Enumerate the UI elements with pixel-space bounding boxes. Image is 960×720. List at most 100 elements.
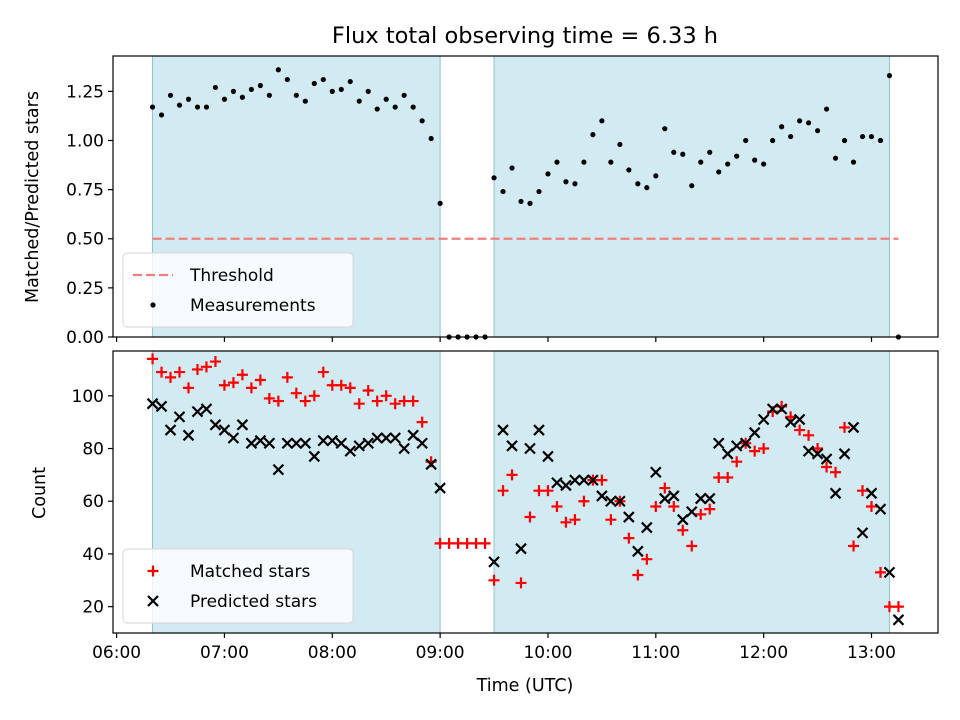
axes-frame — [112, 55, 939, 338]
data-point — [614, 495, 626, 508]
legend-label: Predicted stars — [190, 592, 317, 612]
x-tick-label: 08:00 — [308, 643, 357, 663]
legend-marker — [147, 565, 159, 577]
legend-label: Threshold — [189, 266, 274, 286]
data-point — [721, 448, 734, 460]
legend-box — [122, 548, 354, 624]
y-tick-label: 60 — [82, 492, 104, 512]
data-point — [689, 183, 695, 189]
data-point — [236, 369, 248, 381]
data-point — [149, 104, 156, 110]
data-point — [569, 514, 581, 526]
data-point — [191, 363, 203, 375]
data-point — [757, 413, 770, 426]
data-point — [766, 403, 779, 415]
data-point — [712, 437, 725, 450]
data-point — [263, 392, 275, 404]
data-point — [650, 466, 662, 479]
data-point — [617, 141, 623, 148]
data-point — [488, 556, 500, 568]
data-point — [668, 500, 680, 512]
data-point — [147, 353, 159, 365]
data-point — [883, 566, 896, 579]
data-point — [221, 96, 228, 102]
data-point — [785, 411, 797, 423]
data-point — [248, 86, 254, 93]
data-point — [416, 416, 428, 428]
data-point — [365, 88, 371, 94]
x-tick-label: 06:00 — [92, 643, 141, 663]
data-point — [704, 503, 716, 515]
data-point — [374, 106, 380, 112]
data-point — [497, 424, 509, 436]
data-point — [308, 390, 320, 402]
x-axis-label: Time (UTC) — [476, 676, 574, 696]
data-point — [194, 104, 201, 110]
data-point — [239, 94, 246, 100]
data-point — [272, 463, 285, 476]
bottom-y-axis-label: Count — [30, 467, 50, 519]
data-point — [254, 374, 266, 386]
data-point — [218, 424, 231, 436]
data-point — [173, 411, 186, 423]
data-point — [263, 437, 276, 450]
data-point — [832, 155, 839, 161]
data-point — [635, 181, 641, 187]
data-point — [209, 356, 221, 368]
data-point — [560, 516, 572, 528]
data-point — [527, 200, 533, 206]
data-point — [868, 133, 875, 140]
data-point — [805, 120, 812, 126]
y-tick-label: 1.25 — [66, 82, 104, 102]
x-tick-label: 11:00 — [631, 643, 680, 663]
data-point — [371, 395, 383, 407]
data-point — [632, 545, 644, 558]
data-point — [347, 78, 353, 85]
data-point — [707, 149, 713, 155]
data-point — [302, 98, 308, 104]
data-point — [814, 128, 821, 134]
data-point — [730, 440, 743, 452]
data-point — [563, 179, 569, 185]
data-point — [716, 169, 722, 175]
shaded-interval — [493, 55, 890, 338]
series-predicted-stars — [146, 397, 905, 626]
data-point — [847, 421, 860, 434]
data-point — [437, 200, 443, 206]
data-point — [596, 490, 608, 502]
data-point — [158, 112, 165, 118]
data-point — [356, 98, 362, 104]
data-point — [797, 118, 803, 124]
data-point — [892, 614, 905, 626]
data-point — [848, 540, 860, 552]
series-measurements — [149, 67, 902, 340]
data-point — [761, 161, 767, 167]
data-point — [254, 434, 267, 447]
x-tick-label: 09:00 — [416, 643, 465, 663]
data-point — [230, 88, 237, 94]
data-point — [632, 569, 644, 581]
data-point — [500, 188, 506, 195]
data-point — [156, 366, 168, 378]
data-point — [407, 429, 419, 442]
data-point — [335, 379, 347, 391]
data-point — [734, 153, 740, 159]
data-point — [784, 416, 797, 428]
data-point — [551, 500, 563, 512]
data-point — [488, 574, 500, 586]
y-tick-label: 0.50 — [66, 230, 104, 250]
data-point — [839, 421, 851, 433]
data-point — [245, 382, 257, 394]
data-point — [626, 167, 632, 173]
data-point — [182, 429, 195, 442]
data-point — [775, 403, 788, 415]
data-point — [185, 96, 192, 102]
y-tick-label: 0.25 — [66, 279, 104, 299]
data-point — [695, 508, 707, 520]
data-point — [659, 492, 671, 505]
data-point — [497, 485, 509, 497]
y-tick-label: 0.00 — [66, 328, 104, 348]
legend-label: Matched stars — [190, 562, 310, 582]
data-point — [167, 92, 174, 98]
data-point — [200, 361, 212, 373]
